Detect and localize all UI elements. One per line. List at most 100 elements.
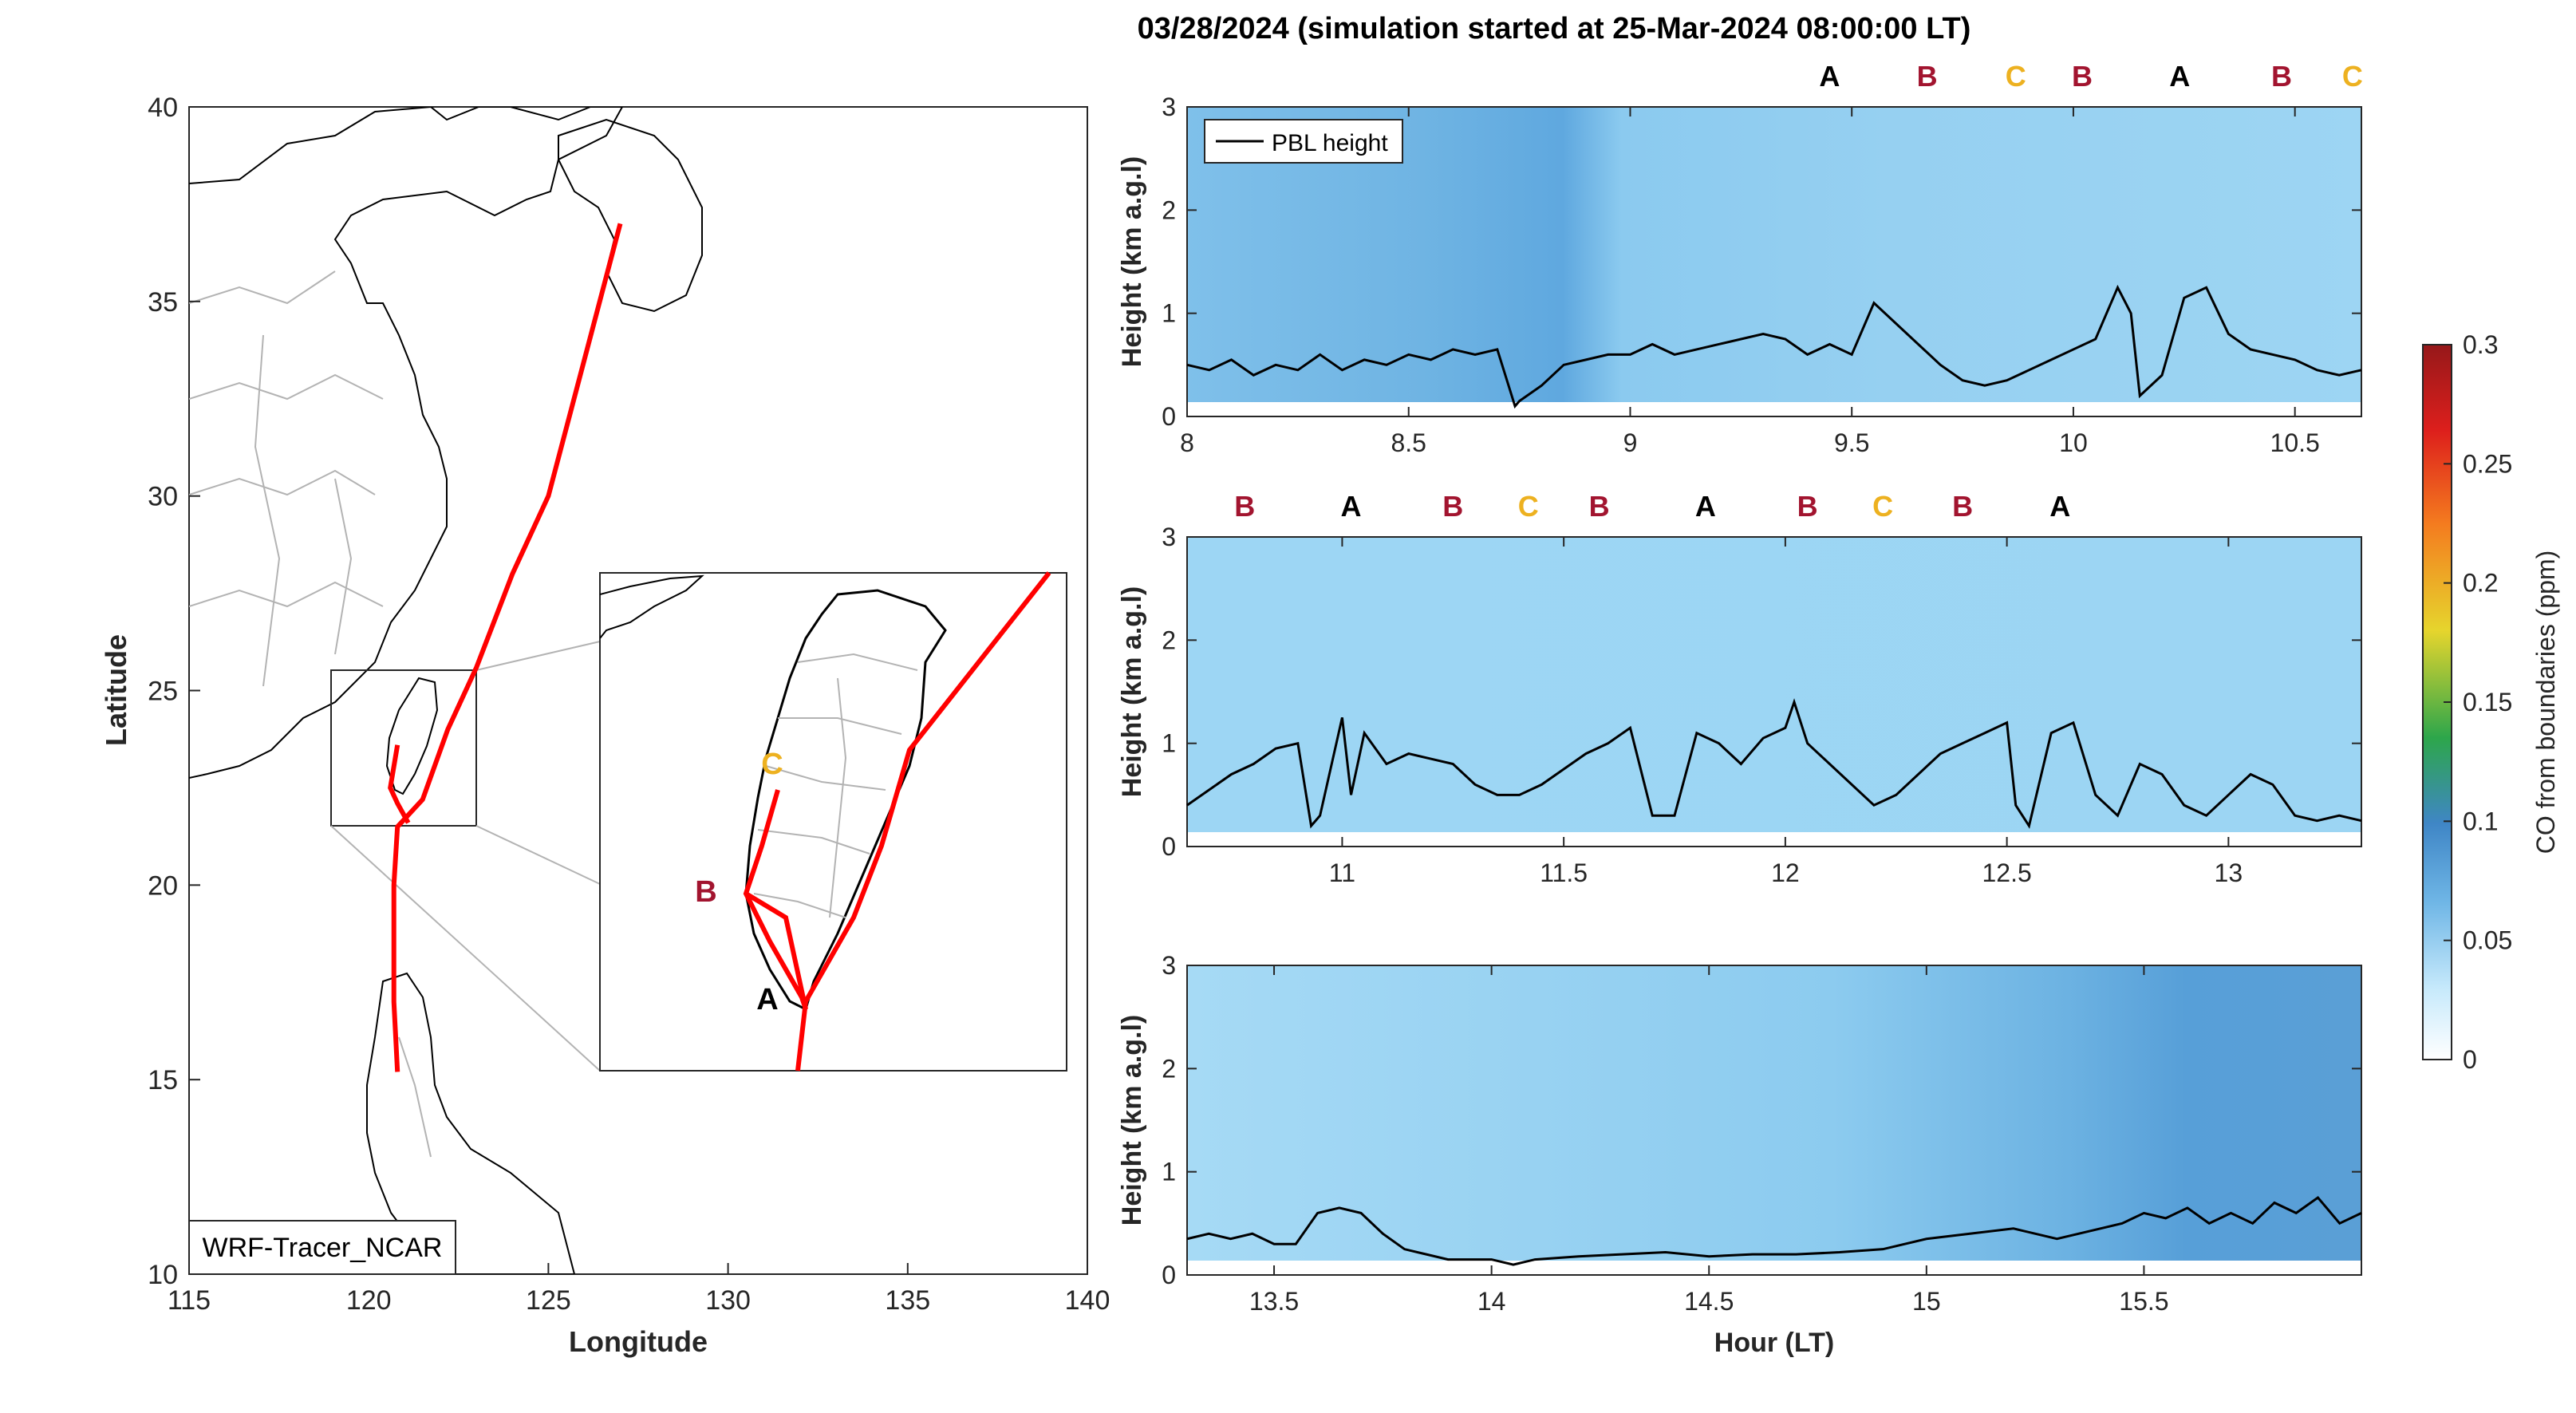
map-y-tick-label: 10 xyxy=(148,1260,178,1290)
inset-marker-c: C xyxy=(761,748,783,781)
map-y-tick-label: 25 xyxy=(148,677,178,707)
time-marker-b: B xyxy=(1589,490,1610,523)
trajectory-line xyxy=(391,223,623,1072)
luzon-coastline xyxy=(366,972,576,1274)
colorbar-tick-label: 0.3 xyxy=(2463,330,2498,359)
x-tick-label: 9.5 xyxy=(1834,428,1869,457)
colorbar-tick-label: 0.05 xyxy=(2463,926,2512,955)
inset-china-coast xyxy=(600,574,704,639)
x-tick-label: 10 xyxy=(2059,428,2088,457)
y-tick-label: 3 xyxy=(1162,523,1176,551)
map-panel: 115 120 125 130 135 140 10 15 20 25 30 35 40 Longit… xyxy=(100,93,1110,1358)
panel-2-ground-gap xyxy=(1187,832,2361,847)
map-x-ticks: 115 120 125 130 135 140 xyxy=(168,1263,1110,1316)
panel-1-y-ticks: 0 1 2 3 xyxy=(1162,93,2361,431)
time-marker-c: C xyxy=(1518,490,1539,523)
time-marker-a: A xyxy=(2169,60,2190,93)
panel-2-y-label: Height (km a.g.l) xyxy=(1117,586,1147,797)
model-label-box xyxy=(188,1220,456,1275)
panel-3-background xyxy=(1187,965,2361,1275)
panel-2-y-ticks: 0 1 2 3 xyxy=(1162,523,2361,861)
inset-trajectory-branch xyxy=(744,891,808,1010)
colorbar-tick-label: 0 xyxy=(2463,1045,2477,1074)
x-tick-label: 15 xyxy=(1912,1287,1941,1316)
time-marker-a: A xyxy=(1695,490,1716,523)
panel-3-axes-box xyxy=(1186,965,2362,1276)
map-y-tick-label: 15 xyxy=(148,1065,178,1095)
panel-2-axes-box xyxy=(1186,536,2362,847)
map-x-tick-label: 115 xyxy=(168,1285,211,1316)
zoom-connector-bottom xyxy=(330,825,601,1072)
x-tick-label: 13 xyxy=(2215,858,2243,887)
inset-marker-b: B xyxy=(695,875,716,909)
time-marker-b: B xyxy=(1442,490,1463,523)
x-tick-label: 12 xyxy=(1771,858,1800,887)
inset-taiwan-coast xyxy=(744,589,947,1012)
y-tick-label: 2 xyxy=(1162,626,1176,654)
time-marker-c: C xyxy=(2342,60,2363,93)
panel-3-x-label: Hour (LT) xyxy=(1714,1328,1834,1358)
taiwan-zoom-box xyxy=(330,669,477,827)
panel-1-axes-box xyxy=(1186,106,2362,417)
time-marker-b: B xyxy=(1797,490,1818,523)
y-tick-label: 1 xyxy=(1162,299,1176,328)
map-x-tick-label: 125 xyxy=(526,1285,571,1316)
y-tick-label: 2 xyxy=(1162,195,1176,224)
colorbar-tick-label: 0.15 xyxy=(2463,688,2512,716)
y-tick-label: 2 xyxy=(1162,1054,1176,1083)
colorbar-tick-label: 0.1 xyxy=(2463,807,2498,835)
taiwan-coastline xyxy=(385,677,439,795)
y-tick-label: 0 xyxy=(1162,1261,1176,1289)
province-borders xyxy=(189,270,432,1158)
korea-coastline xyxy=(558,118,703,313)
x-tick-label: 11.5 xyxy=(1540,858,1588,887)
y-tick-label: 1 xyxy=(1162,1158,1176,1186)
inset-marker-a: A xyxy=(756,983,778,1016)
x-tick-label: 11 xyxy=(1329,858,1355,887)
y-tick-label: 3 xyxy=(1162,93,1176,121)
time-marker-b: B xyxy=(1917,60,1938,93)
panel-1-y-label: Height (km a.g.l) xyxy=(1117,156,1147,367)
panel-3-pbl-line xyxy=(1186,1195,2362,1266)
panel-2-pbl-line xyxy=(1186,698,2362,829)
panel-1: 8 8.5 9 9.5 10 10.5 0 1 2 3 A B C B A B C Height (km a… xyxy=(1117,60,2363,457)
model-label: WRF-Tracer_NCAR xyxy=(203,1233,443,1263)
time-marker-b: B xyxy=(2271,60,2292,93)
x-tick-label: 8 xyxy=(1180,428,1194,457)
y-tick-label: 0 xyxy=(1162,402,1176,431)
x-tick-label: 14 xyxy=(1477,1287,1506,1316)
panel-1-pbl-line xyxy=(1186,284,2362,409)
y-tick-label: 1 xyxy=(1162,729,1176,758)
trajectory-branch xyxy=(388,744,411,824)
time-marker-b: B xyxy=(2072,60,2093,93)
map-y-label: Latitude xyxy=(100,634,132,746)
taiwan-inset: C B A xyxy=(599,571,1067,1072)
map-y-tick-label: 20 xyxy=(148,870,178,901)
x-tick-label: 14.5 xyxy=(1684,1287,1734,1316)
map-x-tick-label: 130 xyxy=(705,1285,751,1316)
time-marker-a: A xyxy=(1819,60,1840,93)
panel-3-y-ticks: 0 1 2 3 xyxy=(1162,951,2361,1289)
figure-title: 03/28/2024 (simulation started at 25-Mar… xyxy=(1138,12,1971,45)
colorbar-tick-label: 0.2 xyxy=(2463,569,2498,598)
time-marker-b: B xyxy=(1234,490,1255,523)
colorbar-ticks: 0 0.05 0.1 0.15 0.2 0.25 0.3 xyxy=(2444,330,2512,1074)
colorbar-tick-label: 0.25 xyxy=(2463,449,2512,478)
time-marker-c: C xyxy=(2006,60,2026,93)
colorbar-label: CO from boundaries (ppm) xyxy=(2531,551,2560,855)
x-tick-label: 13.5 xyxy=(1249,1287,1299,1316)
panel-2-x-ticks: 11 11.5 12 12.5 13 xyxy=(1329,537,2243,887)
legend-label: PBL height xyxy=(1272,130,1388,156)
x-tick-label: 12.5 xyxy=(1982,858,2031,887)
panel-3-ground-gap xyxy=(1187,1261,2361,1275)
colorbar: 0 0.05 0.1 0.15 0.2 0.25 0.3 CO from boundarie… xyxy=(2422,330,2560,1074)
panel-1-legend: PBL height xyxy=(1204,119,1403,164)
x-tick-label: 15.5 xyxy=(2119,1287,2168,1316)
map-x-tick-label: 120 xyxy=(346,1285,392,1316)
zoom-connector-mid xyxy=(475,825,601,885)
